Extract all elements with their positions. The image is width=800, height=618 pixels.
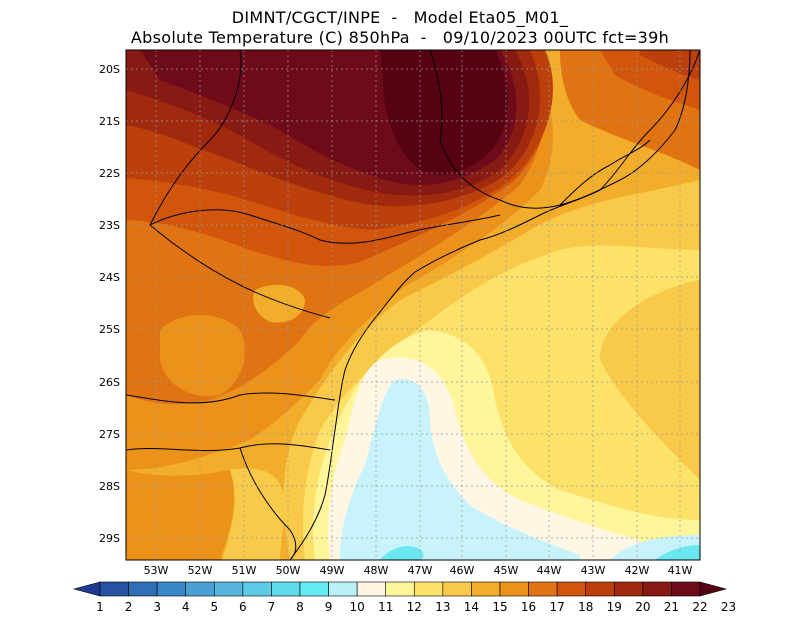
latitude-labels: 20S 21S 22S 23S 24S 25S 26S 27S 28S 29S [99,63,120,545]
field-patch-t9-se [655,545,700,560]
colorbar-cell [99,581,129,597]
colorbar-label: 22 [692,600,707,614]
field-patch-west-t16 [160,315,245,396]
state-border-mg-sp [149,209,501,244]
lat-label-27s: 27S [99,428,120,441]
colorbar-cell [528,581,558,597]
state-border-north [149,50,242,226]
colorbar-label: 16 [521,600,536,614]
colorbar-cell [385,581,415,597]
colorbar-cell [128,581,158,597]
field-patch-t9-south [380,546,424,560]
temperature-field [126,50,700,560]
lon-label-41w: 41W [668,564,693,577]
colorbar-right-arrow [699,581,728,597]
colorbar-cell [499,581,529,597]
field-band-ne-t19 [640,50,700,80]
colorbar-cell [185,581,215,597]
colorbar-label: 18 [578,600,593,614]
colorbar-label: 10 [350,600,365,614]
colorbar-label: 19 [607,600,622,614]
colorbar-label: 1 [96,600,104,614]
colorbar-label: 11 [378,600,393,614]
colorbar-cell [299,581,329,597]
lat-label-22s: 22S [99,167,120,180]
lat-label-28s: 28S [99,480,120,493]
colorbar-cell [328,581,358,597]
colorbar-cell [156,581,187,597]
lon-label-50w: 50W [276,564,301,577]
colorbar-left-arrow [72,581,101,597]
colorbar-cell [585,581,615,597]
lon-label-52w: 52W [188,564,213,577]
field-band-sw-t16 [126,470,235,560]
state-border-sp-pr [149,224,331,319]
colorbar-cell [413,581,444,597]
colorbar-label: 4 [182,600,190,614]
lon-label-51w: 51W [232,564,257,577]
colorbar-label: 17 [550,600,565,614]
figure-title-line-1: DIMNT/CGCT/INPE - Model Eta05_M01_ [231,8,569,27]
colorbar-label: 14 [464,600,479,614]
colorbar-label: 7 [268,600,276,614]
colorbar-cell [471,581,501,597]
state-border-sc-rs [126,443,331,452]
lon-label-53w: 53W [144,564,169,577]
lon-label-46w: 46W [450,564,475,577]
lon-label-47w: 47W [408,564,433,577]
figure-title-line-2: Absolute Temperature (C) 850hPa - 09/10/… [130,28,670,47]
colorbar-label: 13 [435,600,450,614]
lat-label-25s: 25S [99,323,120,336]
lon-label-49w: 49W [320,564,345,577]
lon-label-43w: 43W [581,564,606,577]
lat-label-26s: 26S [99,376,120,389]
colorbar-label: 9 [325,600,333,614]
colorbar-label: 5 [210,600,218,614]
colorbar-label: 23 [721,600,736,614]
field-band-t23 [380,50,508,175]
colorbar-label: 21 [664,600,679,614]
colorbar-cells [99,581,701,597]
lat-label-20s: 20S [99,63,120,76]
lon-label-42w: 42W [625,564,650,577]
colorbar-cell [271,581,301,597]
lat-label-29s: 29S [99,532,120,545]
colorbar-cell [671,581,701,597]
colorbar-cell [356,581,387,597]
state-border-pr-sc [126,392,336,404]
field-band-t10 [340,379,580,560]
colorbar-cell [213,581,244,597]
colorbar-cell [642,581,672,597]
colorbar: 1 2 3 4 5 6 7 8 9 10 11 12 13 14 15 16 17 18 19 20 21 22 23 [72,581,736,614]
colorbar-label: 20 [635,600,650,614]
lat-label-23s: 23S [99,219,120,232]
longitude-labels: 53W 52W 51W 50W 49W 48W 47W 46W 45W 44W … [144,564,693,577]
colorbar-labels: 1 2 3 4 5 6 7 8 9 10 11 12 13 14 15 16 17 18 19 20 21 22 23 [96,600,736,614]
state-border-mg-es [559,139,651,206]
colorbar-cell [556,581,587,597]
colorbar-label: 12 [407,600,422,614]
colorbar-label: 15 [492,600,507,614]
lat-label-21s: 21S [99,115,120,128]
plot-frame [125,49,701,561]
lat-label-24s: 24S [99,271,120,284]
colorbar-label: 6 [239,600,247,614]
lon-label-48w: 48W [364,564,389,577]
graticule [126,50,700,560]
state-border-rs-west [239,447,297,560]
lon-label-44w: 44W [537,564,562,577]
colorbar-label: 3 [153,600,161,614]
colorbar-label: 8 [296,600,304,614]
lon-label-45w: 45W [494,564,519,577]
colorbar-cell [242,581,272,597]
colorbar-label: 2 [125,600,133,614]
colorbar-cell [442,581,472,597]
field-band-sw-t14 [222,468,285,560]
colorbar-cell [613,581,644,597]
field-patch-west-t15 [253,284,305,323]
